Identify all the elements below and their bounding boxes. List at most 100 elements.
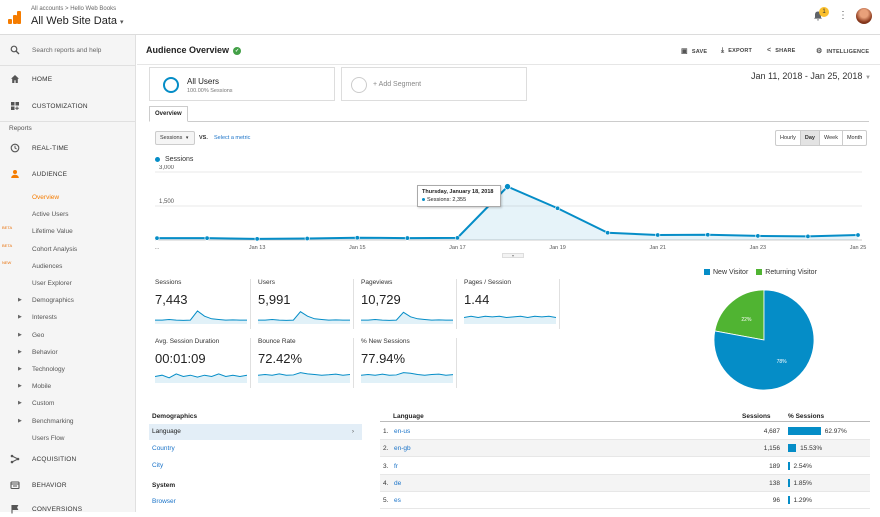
metric-card[interactable]: Users 5,991 [258, 279, 354, 329]
granularity-hourly-button[interactable]: Hourly [776, 131, 801, 145]
audience-item[interactable]: User Explorer [0, 277, 136, 291]
sessions-point[interactable] [354, 235, 360, 241]
audience-item[interactable]: ▶ Behavior [0, 346, 136, 360]
search-reports[interactable]: Search reports and help [0, 44, 136, 58]
x-tick-label: Jan 19 [549, 245, 566, 251]
intelligence-button[interactable]: ⚙ INTELLIGENCE [816, 47, 869, 55]
granularity-week-button[interactable]: Week [820, 131, 843, 145]
add-segment-button[interactable]: + Add Segment [341, 67, 527, 101]
demographics-section: Demographics Language › Country City Syst… [137, 408, 880, 512]
nav-home[interactable]: HOME [0, 73, 136, 87]
sessions-point[interactable] [655, 232, 661, 238]
metric-card[interactable]: Sessions 7,443 [155, 279, 251, 329]
demo-link-city[interactable]: City [152, 462, 164, 469]
avatar[interactable] [856, 8, 872, 24]
metric-card[interactable]: Pages / Session 1.44 [464, 279, 560, 329]
analytics-logo[interactable] [8, 11, 21, 24]
pie-slice-returning[interactable] [714, 289, 765, 341]
audience-item[interactable]: ▶ Geo [0, 329, 136, 343]
tab-overview[interactable]: Overview [149, 106, 188, 122]
metric-sparkline [155, 373, 247, 383]
nav-audience[interactable]: AUDIENCE [0, 168, 136, 182]
expand-arrow-icon: ▶ [18, 314, 22, 321]
save-button[interactable]: ▣ SAVE [681, 47, 707, 55]
language-row[interactable]: 1. en-us 4,687 62.97% [380, 423, 870, 440]
sessions-point[interactable] [705, 232, 711, 238]
audience-item[interactable]: ▶ Custom [0, 397, 136, 411]
language-row[interactable]: 3. fr 189 2.54% [380, 458, 870, 475]
audience-item[interactable]: ▶ Technology [0, 363, 136, 377]
pie-slice-new[interactable] [713, 289, 815, 391]
language-link[interactable]: en-us [394, 428, 411, 435]
chart-tooltip: Thursday, January 18, 2018 Sessions: 2,3… [417, 185, 501, 207]
sessions-point[interactable] [805, 233, 811, 239]
metric-card[interactable]: Pageviews 10,729 [361, 279, 457, 329]
nav-customization[interactable]: CUSTOMIZATION [0, 100, 136, 114]
sessions-point[interactable] [304, 236, 310, 242]
sessions-point[interactable] [755, 233, 761, 239]
sessions-point[interactable] [404, 235, 410, 241]
audience-item[interactable]: Overview [0, 191, 136, 205]
vs-label: VS. [199, 135, 208, 141]
language-link[interactable]: en-gb [394, 445, 411, 453]
nav-behavior[interactable]: BEHAVIOR [0, 479, 136, 493]
metric-selector[interactable]: Sessions ▾ [155, 131, 195, 145]
audience-item[interactable]: Audiences NEW [0, 260, 136, 274]
collapse-chart-handle[interactable]: ▾ [502, 253, 524, 258]
sessions-point[interactable] [504, 183, 511, 190]
audience-item[interactable]: ▶ Interests [0, 311, 136, 325]
language-row[interactable]: 2. en-gb 1,156 15.53% [380, 440, 870, 458]
granularity-month-button[interactable]: Month [846, 135, 863, 141]
segment-all-users[interactable]: All Users 100.00% Sessions [149, 67, 335, 101]
audience-item[interactable]: Cohort Analysis BETA [0, 243, 136, 257]
demo-link-language[interactable]: Language › [149, 424, 362, 440]
metric-card[interactable]: % New Sessions 77.94% [361, 338, 457, 388]
audience-item[interactable]: ▶ Benchmarking [0, 415, 136, 429]
granularity-day-button[interactable]: Day [800, 131, 820, 145]
sessions-point[interactable] [855, 232, 861, 238]
language-row[interactable]: 4. de 138 1.85% [380, 474, 870, 492]
sessions-point[interactable] [154, 235, 160, 241]
sessions-line-chart[interactable]: 3,000 1,500... Jan 13 Jan 15 Jan 17 Jan 19 Jan… [137, 165, 880, 265]
sessions-point[interactable] [204, 235, 210, 241]
language-link[interactable]: de [394, 479, 402, 487]
export-button[interactable]: ⤓ EXPORT [721, 47, 752, 55]
audience-item[interactable]: ▶ Mobile [0, 380, 136, 394]
top-bar: All accounts > Hello Web Books All Web S… [0, 0, 880, 35]
share-button[interactable]: < SHARE [767, 47, 796, 54]
x-tick-label: Jan 17 [449, 245, 466, 251]
language-link[interactable]: fr [394, 462, 398, 470]
metric-card[interactable]: Bounce Rate 72.42% [258, 338, 354, 388]
audience-item[interactable]: ▶ Demographics [0, 294, 136, 308]
more-vert-icon[interactable]: ⋮ [838, 10, 848, 21]
breadcrumb[interactable]: All accounts > Hello Web Books [31, 6, 117, 12]
nav-acquisition[interactable]: ACQUISITION [0, 453, 136, 467]
pie-legend-item: Returning Visitor [756, 269, 817, 276]
sessions-point[interactable] [454, 235, 460, 241]
metric-card[interactable]: Avg. Session Duration 00:01:09 [155, 338, 251, 388]
language-row[interactable]: 5. es 96 1.29% [380, 492, 870, 510]
col-language: Language [393, 413, 424, 420]
audience-item[interactable]: Lifetime Value BETA [0, 225, 136, 239]
metric-label: Sessions [155, 279, 182, 286]
add-segment-label: + Add Segment [373, 81, 422, 88]
audience-item-label: Behavior [32, 348, 58, 356]
pct-sessions-bar [788, 461, 790, 470]
date-range-picker[interactable]: Jan 11, 2018 - Jan 25, 2018 ▼ [751, 71, 871, 81]
account-view-label: All Web Site Data [31, 15, 118, 27]
language-link[interactable]: es [394, 497, 401, 505]
sessions-point[interactable] [555, 205, 561, 211]
nav-conversions[interactable]: CONVERSIONS [0, 503, 136, 517]
demo-link-country[interactable]: Country [152, 445, 175, 452]
sessions-point[interactable] [254, 236, 260, 242]
visitor-type-pie-chart[interactable]: 22% 78% [712, 288, 816, 392]
account-view-selector[interactable]: All Web Site Data ▾ [31, 15, 124, 27]
metric-label: Users [258, 279, 275, 286]
select-comparison-metric-link[interactable]: Select a metric [214, 135, 251, 141]
audience-item[interactable]: Users Flow [0, 432, 136, 446]
demo-link-browser[interactable]: Browser [152, 498, 176, 505]
nav-realtime[interactable]: REAL-TIME [0, 142, 136, 156]
sessions-point[interactable] [605, 230, 611, 236]
search-input[interactable]: Search reports and help [32, 47, 102, 54]
audience-item[interactable]: Active Users [0, 208, 136, 222]
